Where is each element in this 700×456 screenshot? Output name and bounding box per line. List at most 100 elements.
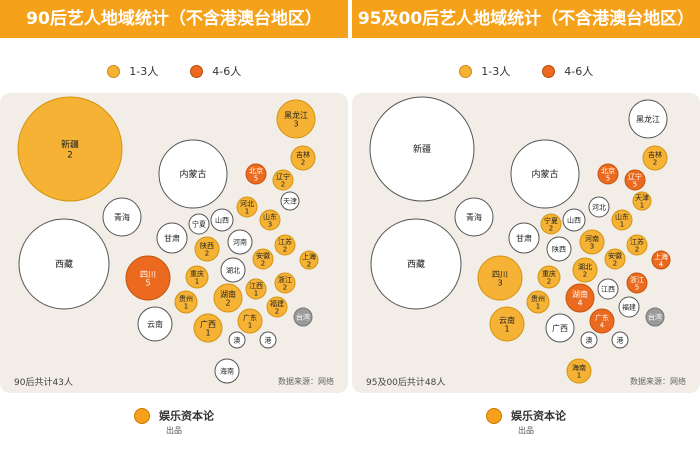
bubble-circle [604,248,626,270]
bubble-湖北: 湖北 [220,257,246,283]
bubble-circle [611,331,629,349]
bubble-name-label: 新疆 [413,143,431,155]
bubble-value-label: 5 [145,279,150,288]
bubble-circle [125,255,171,301]
bubble-circle [214,358,240,384]
bubble-name-label: 江西 [249,282,263,290]
bubble-value-label: 1 [536,303,540,311]
bubble-circle [572,257,598,283]
bubble-circle [213,283,243,313]
bubble-江西: 江西 [597,278,619,300]
bubble-天津: 天津1 [632,191,652,211]
bubble-name-label: 天津 [283,197,297,205]
bubble-湖北: 湖北2 [572,257,598,283]
bubble-name-label: 上海 [654,252,668,261]
bubble-circle [272,169,294,191]
bubble-name-label: 陕西 [552,244,566,253]
bubble-贵州: 贵州1 [174,290,198,314]
bubble-name-label: 海南 [220,366,234,375]
bubble-新疆: 新疆 [369,96,475,202]
bubble-circle [370,218,462,310]
bubble-value-label: 2 [307,261,311,269]
bubble-福建: 福建2 [266,296,288,318]
bubble-circle [508,222,540,254]
bubble-value-label: 1 [184,303,188,311]
bubble-value-label: 2 [261,260,265,268]
bubble-海南: 海南 [214,358,240,384]
bubble-name-label: 湖南 [220,289,236,299]
bubble-value-label: 1 [504,325,509,334]
bubble-name-label: 湖北 [226,265,240,274]
bubble-name-label: 台湾 [296,312,310,321]
bubble-name-label: 贵州 [179,294,193,303]
bubble-name-label: 天津 [635,194,649,202]
bubble-name-label: 福建 [270,299,284,308]
bubble-circle [545,313,575,343]
bubble-name-label: 陕西 [200,241,214,250]
bubble-name-label: 黑龙江 [284,110,308,120]
bubble-安徽: 安徽2 [252,248,274,270]
bubble-name-label: 河北 [240,200,254,208]
bubble-circle [274,272,296,294]
bubble-name-label: 四川 [140,270,156,279]
bubble-name-label: 江苏 [630,237,644,246]
bubble-四川: 四川5 [125,255,171,301]
bubble-circle [220,257,246,283]
bubble-青海: 青海 [454,197,494,237]
bubble-江西: 江西1 [245,278,267,300]
bubble-name-label: 台湾 [648,312,662,321]
legend-dot-high [189,64,203,78]
bubble-name-label: 广东 [595,313,609,322]
bubble-circle [236,196,258,218]
bubble-河北: 河北1 [236,196,258,218]
bubble-name-label: 上海 [302,252,316,261]
bubble-宁夏: 宁夏 [188,213,210,235]
bubble-circle [156,222,188,254]
bubble-name-label: 浙江 [278,275,292,284]
bubble-name-label: 重庆 [542,269,556,278]
bubble-海南: 海南1 [566,358,592,384]
bubble-上海: 上海4 [651,250,671,270]
left-chart-panel: 90后艺人地域统计（不含港澳台地区） 1-3人 4-6人 新疆 2 西藏 青海 内蒙古甘… [0,0,348,456]
bubble-circle [293,307,313,327]
bubble-circle [632,191,652,211]
left-source-label: 数据来源：网络 [278,377,334,386]
bubble-circle [185,265,209,289]
legend-dot-high [541,64,555,78]
bubble-青海: 青海 [102,197,142,237]
bubble-circle [489,306,525,342]
bubble-value-label: 2 [283,246,287,254]
left-footer-logo: 娱乐资本论 [0,405,348,424]
bubble-value-label: 2 [281,181,285,189]
bubble-circle [565,283,595,313]
bubble-name-label: 广东 [243,313,257,322]
bubble-circle [651,250,671,270]
bubble-山西: 山西 [562,208,586,232]
bubble-name-label: 重庆 [190,269,204,278]
bubble-value-label: 5 [254,175,258,183]
bubble-circle [597,163,619,185]
bubble-circle [579,229,605,255]
legend-item-low: 1-3人 [106,63,158,79]
bubble-value-label: 5 [635,284,639,292]
bubble-name-label: 内蒙古 [531,168,558,180]
bubble-circle [642,145,668,171]
right-title-bar: 95及00后艺人地域统计（不含港澳台地区） [352,0,700,38]
bubble-台湾: 台湾 [293,307,313,327]
bubble-circle [454,197,494,237]
bubble-陕西: 陕西2 [194,236,220,262]
bubble-name-label: 西藏 [407,258,425,270]
bubble-云南: 云南 [137,306,173,342]
bubble-value-label: 1 [195,278,199,286]
bubble-circle [626,234,648,256]
bubble-name-label: 新疆 [61,139,79,151]
bubble-name-label: 河北 [592,203,606,211]
bubble-name-label: 贵州 [531,294,545,303]
bubble-name-label: 吉林 [296,150,310,159]
bubble-上海: 上海2 [299,250,319,270]
bubble-circle [237,308,263,334]
bubble-江苏: 江苏2 [274,234,296,256]
bubble-name-label: 港 [617,335,624,344]
bubble-广西: 广西1 [193,313,223,343]
bubble-circle [290,145,316,171]
